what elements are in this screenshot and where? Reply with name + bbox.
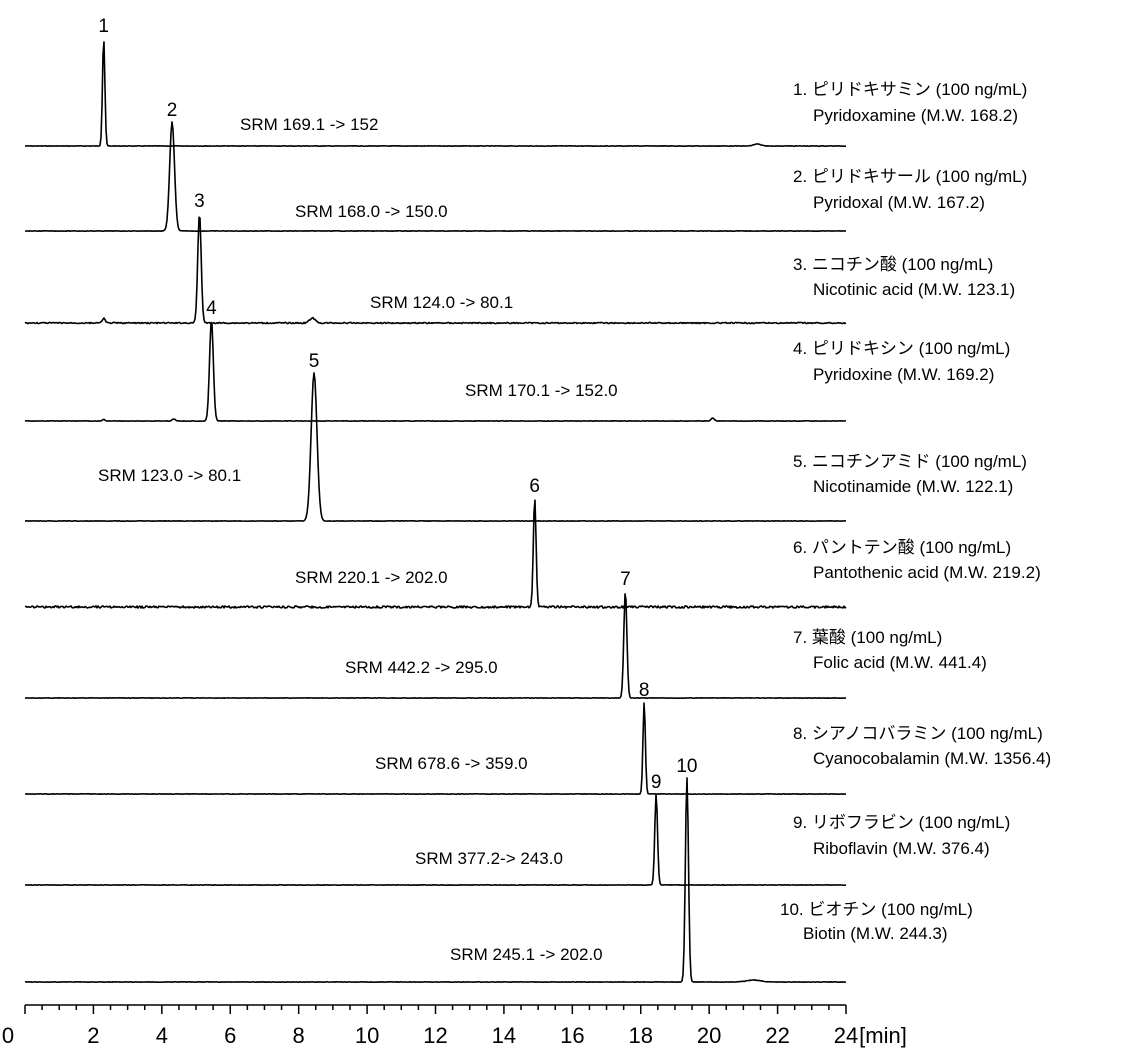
- x-tick-label-0: 0: [2, 1023, 14, 1048]
- legend-group: 1. ピリドキサミン (100 ng/mL) Pyridoxamine (M.W.…: [780, 80, 1051, 943]
- legend-jp-6: 6. パントテン酸 (100 ng/mL): [793, 538, 1011, 557]
- legend-en-4: Pyridoxine (M.W. 169.2): [813, 365, 994, 384]
- traces-group: [24, 41, 847, 984]
- peak-label-9: 9: [651, 772, 662, 793]
- trace-series-1: [24, 41, 847, 148]
- peak-label-7: 7: [620, 569, 631, 590]
- legend-en-5: Nicotinamide (M.W. 122.1): [813, 477, 1013, 496]
- legend-en-8: Cyanocobalamin (M.W. 1356.4): [813, 749, 1051, 768]
- legend-en-2: Pyridoxal (M.W. 167.2): [813, 193, 985, 212]
- legend-en-7: Folic acid (M.W. 441.4): [813, 653, 987, 672]
- trace-series-10: [24, 777, 847, 984]
- legend-jp-3: 3. ニコチン酸 (100 ng/mL): [793, 255, 993, 274]
- x-tick-label-2: 2: [87, 1023, 99, 1048]
- trace-series-7: [24, 593, 847, 700]
- legend-en-10: Biotin (M.W. 244.3): [803, 924, 948, 943]
- peak-label-1: 1: [98, 16, 109, 37]
- srm-label-4: SRM 170.1 -> 152.0: [465, 381, 618, 400]
- trace-series-9: [24, 793, 847, 887]
- legend-jp-1: 1. ピリドキサミン (100 ng/mL): [793, 80, 1027, 99]
- legend-jp-4: 4. ピリドキシン (100 ng/mL): [793, 339, 1010, 358]
- legend-jp-9: 9. リボフラビン (100 ng/mL): [793, 813, 1010, 832]
- peak-label-3: 3: [194, 191, 205, 212]
- srm-labels-group: SRM 169.1 -> 152 SRM 168.0 -> 150.0 SRM 12…: [98, 115, 618, 964]
- srm-label-8: SRM 678.6 -> 359.0: [375, 754, 528, 773]
- legend-jp-7: 7. 葉酸 (100 ng/mL): [793, 628, 942, 647]
- srm-label-10: SRM 245.1 -> 202.0: [450, 945, 603, 964]
- trace-series-8: [24, 702, 847, 796]
- srm-label-2: SRM 168.0 -> 150.0: [295, 202, 448, 221]
- trace-series-3: [24, 216, 847, 325]
- x-tick-label-24: 24: [834, 1023, 858, 1048]
- legend-jp-2: 2. ピリドキサール (100 ng/mL): [793, 167, 1027, 186]
- x-tick-label-18: 18: [629, 1023, 653, 1048]
- x-axis: 0 2 4 6 8 10 12 14 16 18 20 22 24 [min]: [2, 1004, 907, 1048]
- trace-series-6: [24, 499, 847, 609]
- peak-label-8: 8: [639, 680, 650, 701]
- x-tick-label-6: 6: [224, 1023, 236, 1048]
- peak-label-4: 4: [206, 298, 217, 319]
- peak-label-6: 6: [529, 476, 540, 497]
- trace-series-2: [24, 121, 847, 233]
- legend-en-6: Pantothenic acid (M.W. 219.2): [813, 563, 1041, 582]
- legend-en-3: Nicotinic acid (M.W. 123.1): [813, 280, 1015, 299]
- srm-label-1: SRM 169.1 -> 152: [240, 115, 378, 134]
- x-tick-label-12: 12: [423, 1023, 447, 1048]
- srm-label-7: SRM 442.2 -> 295.0: [345, 658, 498, 677]
- srm-label-5: SRM 123.0 -> 80.1: [98, 466, 241, 485]
- x-tick-label-10: 10: [355, 1023, 379, 1048]
- legend-en-1: Pyridoxamine (M.W. 168.2): [813, 106, 1018, 125]
- trace-series-5: [24, 372, 847, 523]
- legend-jp-8: 8. シアノコバラミン (100 ng/mL): [793, 724, 1043, 743]
- peak-label-5: 5: [309, 351, 320, 372]
- x-tick-label-20: 20: [697, 1023, 721, 1048]
- srm-label-6: SRM 220.1 -> 202.0: [295, 568, 448, 587]
- srm-label-3: SRM 124.0 -> 80.1: [370, 293, 513, 312]
- legend-en-9: Riboflavin (M.W. 376.4): [813, 839, 990, 858]
- srm-label-9: SRM 377.2-> 243.0: [415, 849, 563, 868]
- peak-label-2: 2: [167, 100, 178, 121]
- x-tick-label-14: 14: [492, 1023, 516, 1048]
- x-axis-label: [min]: [859, 1023, 907, 1048]
- x-tick-label-16: 16: [560, 1023, 584, 1048]
- x-tick-label-4: 4: [156, 1023, 168, 1048]
- legend-jp-5: 5. ニコチンアミド (100 ng/mL): [793, 452, 1027, 471]
- trace-series-4: [24, 321, 847, 423]
- x-tick-label-8: 8: [293, 1023, 305, 1048]
- peak-labels-group: 1 2 3 4 5 6 7 8 9 10: [98, 16, 697, 793]
- peak-label-10: 10: [676, 756, 697, 777]
- x-tick-label-22: 22: [765, 1023, 789, 1048]
- legend-jp-10: 10. ビオチン (100 ng/mL): [780, 900, 973, 919]
